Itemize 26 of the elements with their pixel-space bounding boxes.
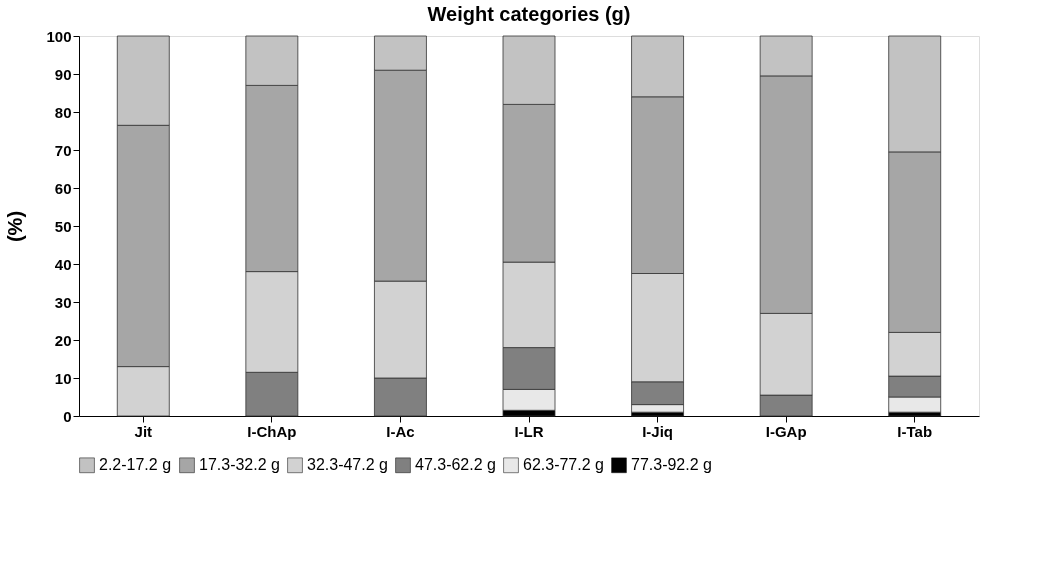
x-tick-label: Jit <box>134 422 153 440</box>
legend-label: 32.3-47.2 g <box>307 456 388 474</box>
x-tick-label: I-Jiq <box>642 422 673 440</box>
y-tick-label: 40 <box>54 255 72 273</box>
legend-label: 47.3-62.2 g <box>415 456 496 474</box>
x-tick-label: I-GAp <box>765 422 807 440</box>
y-axis-title: (%) <box>4 210 27 243</box>
y-tick-label: 60 <box>54 179 72 197</box>
y-tick-label: 20 <box>54 331 72 349</box>
x-tick-label: I-Ac <box>386 422 415 440</box>
y-tick-label: 50 <box>54 217 72 235</box>
chart-title: Weight categories (g) <box>427 3 631 25</box>
y-tick-label: 90 <box>54 65 72 83</box>
y-tick-label: 0 <box>63 407 72 425</box>
y-tick-label: 70 <box>54 141 72 159</box>
legend-label: 17.3-32.2 g <box>199 456 280 474</box>
x-tick-label: I-Tab <box>897 422 933 440</box>
y-tick-label: 100 <box>46 27 72 45</box>
y-tick-label: 10 <box>54 369 72 387</box>
legend-label: 77.3-92.2 g <box>631 456 712 474</box>
x-tick-label: I-ChAp <box>247 422 297 440</box>
y-tick-label: 80 <box>54 103 72 121</box>
legend-label: 2.2-17.2 g <box>99 456 172 474</box>
y-tick-label: 30 <box>54 293 72 311</box>
legend-label: 62.3-77.2 g <box>523 456 604 474</box>
x-tick-label: I-LR <box>514 422 544 440</box>
